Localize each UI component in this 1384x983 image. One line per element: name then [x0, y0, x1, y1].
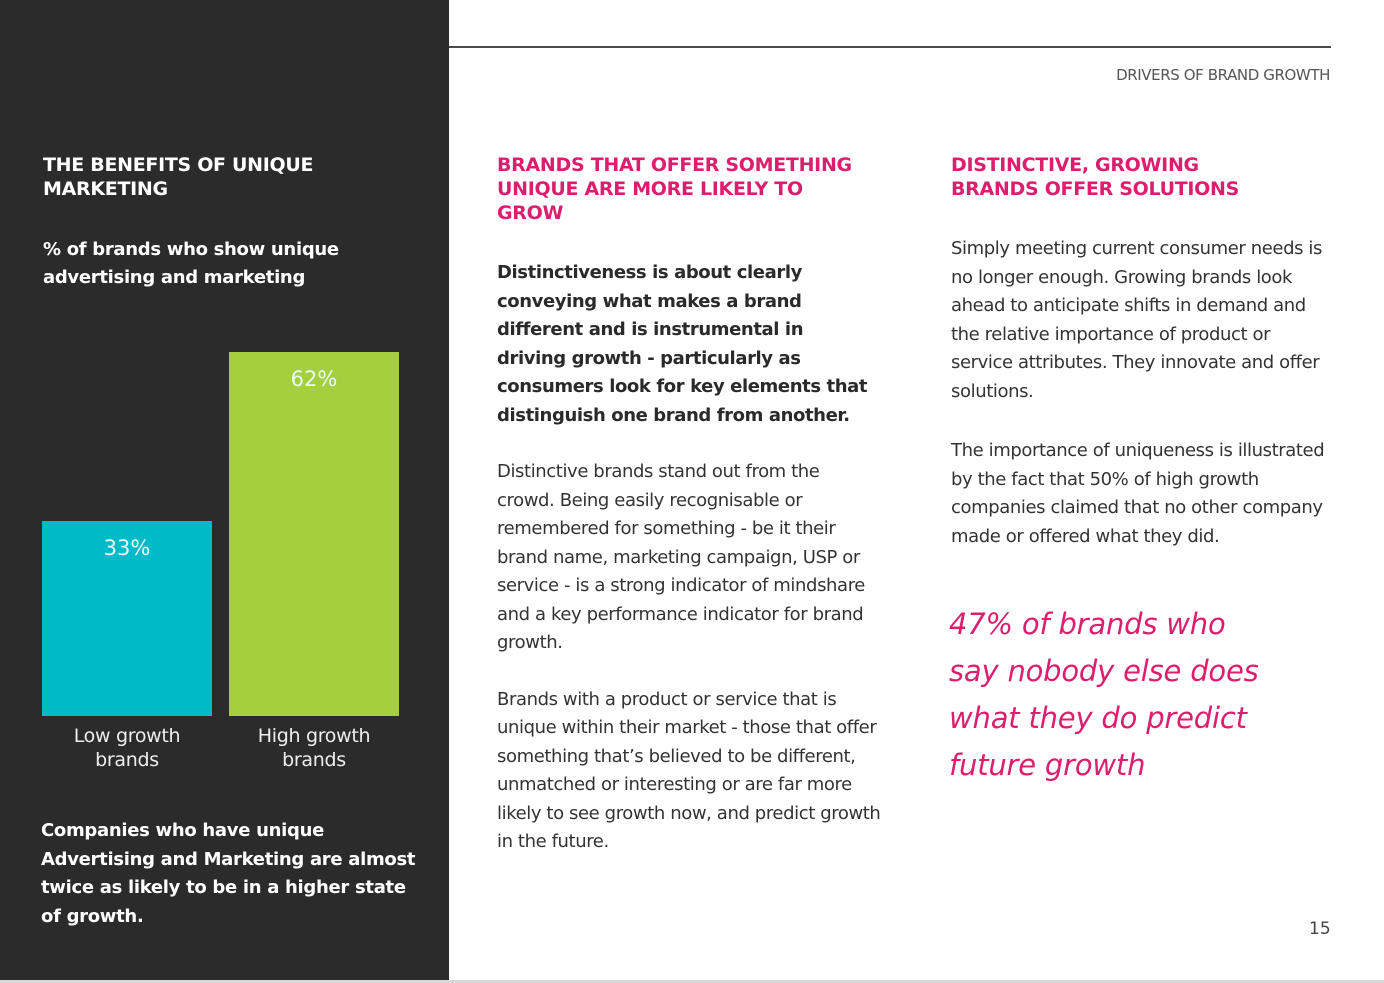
category-label-low-growth: Low growth brands — [42, 724, 212, 772]
page-number: 15 — [1309, 919, 1331, 939]
section-heading: DISTINCTIVE, GROWING BRANDS OFFER SOLUTI… — [951, 154, 1239, 200]
category-label-line: Low growth — [73, 725, 181, 747]
pull-quote: 47% of brands who say nobody else does w… — [949, 607, 1259, 782]
panel-footnote: Companies who have unique Advertising an… — [41, 820, 416, 927]
category-label-line: brands — [282, 749, 346, 771]
lead-paragraph: Distinctiveness is about clearly conveyi… — [497, 262, 868, 426]
bar-value-label: 62% — [290, 367, 338, 391]
page-bottom-edge — [0, 980, 1384, 983]
category-label-line: High growth — [257, 725, 371, 747]
header-rule — [449, 46, 1331, 48]
body-paragraph: The importance of uniqueness is illustra… — [951, 440, 1325, 547]
bar-high-growth: 62% — [229, 352, 399, 716]
running-header-title: DRIVERS OF BRAND GROWTH — [1116, 66, 1330, 84]
column-middle: BRANDS THAT OFFER SOMETHING UNIQUE ARE M… — [497, 153, 882, 857]
category-label-high-growth: High growth brands — [229, 724, 399, 772]
bar-low-growth: 33% — [42, 521, 212, 716]
section-heading: BRANDS THAT OFFER SOMETHING UNIQUE ARE M… — [497, 154, 852, 224]
panel-title: THE BENEFITS OF UNIQUE MARKETING — [43, 154, 314, 200]
column-right: DISTINCTIVE, GROWING BRANDS OFFER SOLUTI… — [949, 153, 1336, 789]
chart-subtitle: % of brands who show unique advertising … — [43, 239, 339, 288]
body-paragraph: Simply meeting current consumer needs is… — [951, 238, 1323, 402]
category-label-line: brands — [95, 749, 159, 771]
bar-value-label: 33% — [103, 536, 151, 560]
body-paragraph: Brands with a product or service that is… — [497, 688, 881, 853]
body-paragraph: Distinctive brands stand out from the cr… — [497, 461, 865, 653]
left-sidebar-panel: THE BENEFITS OF UNIQUE MARKETING % of br… — [0, 0, 449, 983]
